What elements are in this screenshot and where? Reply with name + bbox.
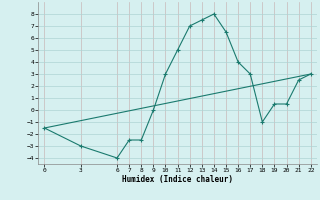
X-axis label: Humidex (Indice chaleur): Humidex (Indice chaleur) [122,175,233,184]
